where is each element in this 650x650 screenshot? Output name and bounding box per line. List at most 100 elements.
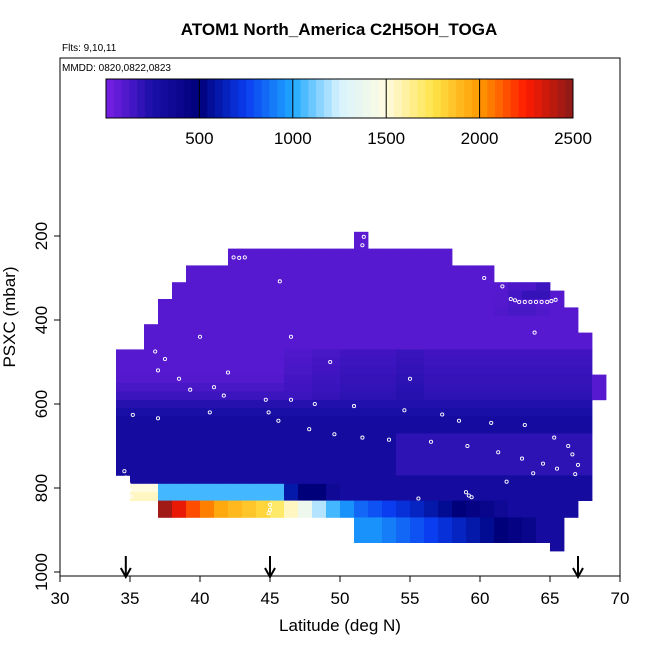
heatmap-cell — [298, 265, 313, 275]
heatmap-cell — [270, 433, 285, 443]
heatmap-cell — [578, 374, 593, 384]
colorbar-segment — [495, 79, 504, 118]
heatmap-cell — [312, 299, 327, 308]
heatmap-cell — [354, 441, 369, 451]
heatmap-cell — [312, 509, 327, 518]
heatmap-cell — [130, 357, 145, 367]
heatmap-cell — [410, 408, 425, 417]
heatmap-cell — [158, 416, 173, 426]
heatmap-cell — [466, 374, 481, 384]
heatmap-cell — [466, 500, 481, 510]
heatmap-cell — [284, 290, 299, 300]
heatmap-cell — [340, 500, 355, 510]
heatmap-cell — [564, 307, 579, 317]
heatmap-cell — [452, 467, 467, 476]
heatmap-cell — [172, 374, 187, 384]
heatmap-cell — [186, 416, 201, 426]
heatmap-cell — [354, 534, 369, 543]
heatmap-cell — [368, 374, 383, 384]
heatmap-cell — [396, 517, 411, 527]
heatmap-cell — [396, 509, 411, 518]
y-axis-label: PSXC (mbar) — [0, 266, 19, 367]
heatmap-cell — [326, 391, 341, 401]
heatmap-cell — [396, 265, 411, 275]
heatmap-cell — [564, 475, 579, 485]
heatmap-cell — [368, 441, 383, 451]
colorbar-segment — [440, 79, 449, 118]
heatmap-cell — [536, 299, 551, 308]
heatmap-cell — [536, 315, 551, 325]
heatmap-cell — [228, 299, 243, 308]
heatmap-cell — [354, 475, 369, 485]
heatmap-cell — [144, 433, 159, 443]
heatmap-cell — [284, 324, 299, 333]
heatmap-cell — [466, 307, 481, 317]
heatmap-cell — [494, 441, 509, 451]
heatmap-cell — [368, 534, 383, 543]
flight-track-point — [307, 427, 312, 432]
heatmap-cell — [536, 441, 551, 451]
heatmap-cell — [494, 332, 509, 342]
heatmap-cell — [172, 332, 187, 342]
heatmap-cell — [522, 349, 537, 359]
heatmap-cell — [480, 467, 495, 476]
heatmap-cell — [382, 399, 397, 409]
heatmap-cell — [256, 341, 271, 350]
heatmap-cell — [256, 475, 271, 485]
heatmap-cell — [522, 450, 537, 459]
flight-track-point — [407, 376, 413, 381]
heatmap-cell — [396, 391, 411, 401]
heatmap-cell — [368, 383, 383, 392]
heatmap-cell — [424, 257, 439, 266]
heatmap-cell — [200, 307, 215, 317]
colorbar-segment — [292, 79, 301, 118]
heatmap-cell — [186, 399, 201, 409]
heatmap-cell — [536, 290, 551, 300]
heatmap-cell — [410, 341, 425, 350]
colorbar-tick-label: 2500 — [554, 129, 592, 148]
heatmap-cell — [564, 324, 579, 333]
heatmap-cell — [368, 299, 383, 308]
colorbar-segment — [378, 79, 387, 118]
heatmap-cell — [494, 315, 509, 325]
flight-track-point — [266, 511, 271, 516]
heatmap-cell — [522, 467, 537, 476]
colorbar-segment — [432, 79, 442, 118]
heatmap-cell — [424, 248, 439, 258]
colorbar-segment — [370, 79, 379, 118]
heatmap-cell — [466, 315, 481, 325]
heatmap-cell — [298, 509, 313, 518]
heatmap-cell — [270, 509, 285, 518]
heatmap-cell — [396, 307, 411, 317]
heatmap-cell — [214, 492, 229, 501]
heatmap-cell — [312, 425, 327, 434]
heatmap-cell — [312, 483, 327, 493]
heatmap-cell — [340, 483, 355, 493]
heatmap-cell — [186, 357, 201, 367]
heatmap-cell — [298, 366, 313, 375]
heatmap-cell — [438, 517, 453, 527]
flight-track-point — [361, 234, 366, 239]
heatmap-cell — [270, 441, 285, 451]
heatmap-cell — [438, 332, 453, 342]
heatmap-cell — [480, 500, 495, 510]
heatmap-cell — [508, 357, 523, 367]
flight-track-point — [288, 334, 294, 339]
heatmap-cell — [256, 500, 271, 510]
heatmap-cell — [452, 441, 467, 451]
heatmap-cell — [298, 315, 313, 325]
colorbar-segment — [214, 79, 224, 118]
heatmap-cell — [200, 332, 215, 342]
heatmap-cell — [536, 374, 551, 384]
heatmap-cell — [382, 366, 397, 375]
heatmap-cell — [144, 366, 159, 375]
heatmap-cell — [228, 483, 243, 493]
heatmap-cell — [480, 383, 495, 392]
heatmap-cell — [242, 315, 257, 325]
heatmap-cell — [200, 357, 215, 367]
heatmap-cell — [298, 408, 313, 417]
heatmap-cell — [130, 450, 145, 459]
heatmap-cell — [424, 307, 439, 317]
heatmap-cell — [494, 324, 509, 333]
colorbar-segment — [152, 79, 161, 118]
